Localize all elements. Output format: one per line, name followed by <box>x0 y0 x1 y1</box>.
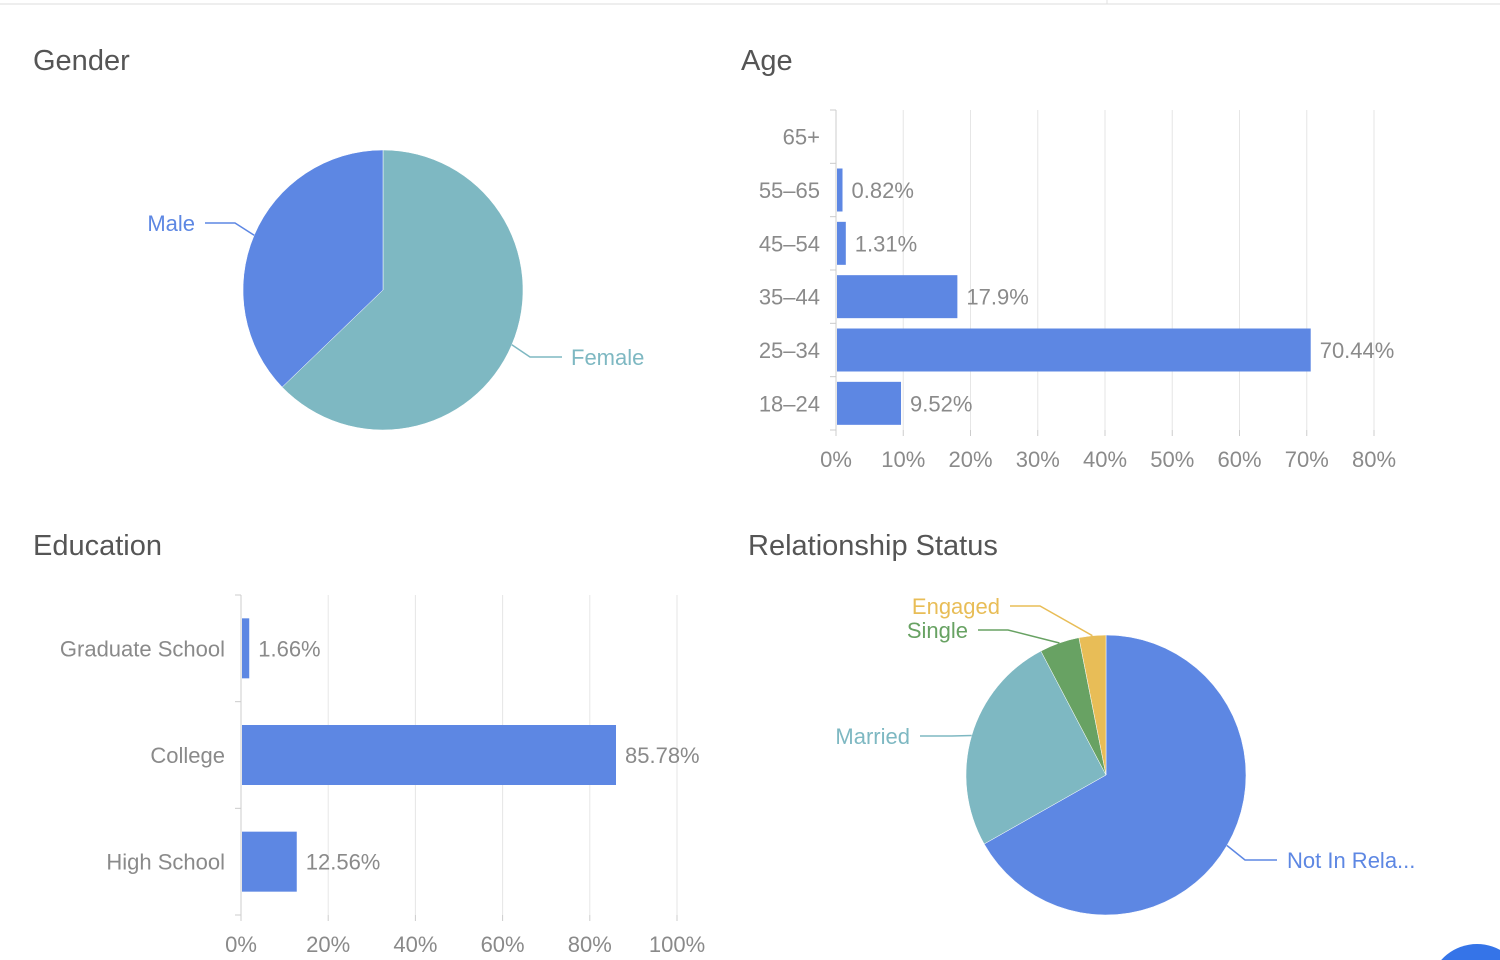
pie-label: Married <box>835 724 910 749</box>
bar-data-label: 1.66% <box>258 636 320 661</box>
y-tick-label: College <box>150 743 225 768</box>
pie-label: Engaged <box>912 594 1000 619</box>
y-tick-label: 25–34 <box>759 338 820 363</box>
y-tick-label: Graduate School <box>60 636 225 661</box>
relationship-title: Relationship Status <box>748 530 998 562</box>
x-tick-label: 0% <box>225 932 257 957</box>
x-tick-label: 70% <box>1285 447 1329 472</box>
x-tick-label: 40% <box>1083 447 1127 472</box>
x-tick-label: 80% <box>1352 447 1396 472</box>
bar <box>242 618 250 679</box>
bar-data-label: 70.44% <box>1320 338 1395 363</box>
gender-pie-chart: Female Male <box>147 149 644 431</box>
floating-action-button[interactable] <box>1441 944 1500 960</box>
x-tick-label: 30% <box>1016 447 1060 472</box>
x-tick-label: 60% <box>481 932 525 957</box>
pie-label-line <box>205 222 255 236</box>
pie-label: Single <box>907 618 968 643</box>
bar-data-label: 0.82% <box>852 178 914 203</box>
bar-data-label: 9.52% <box>910 391 972 416</box>
y-tick-label: High School <box>106 850 225 875</box>
y-tick-label: 35–44 <box>759 285 820 310</box>
pie-slice-not-in-rela- <box>983 634 1247 916</box>
pie-label-line <box>1226 844 1277 861</box>
pie-label: Male <box>147 211 195 236</box>
pie-slice-male <box>242 149 384 388</box>
pie-slice-female <box>281 149 524 431</box>
bar <box>837 275 958 319</box>
x-tick-label: 100% <box>649 932 705 957</box>
bar <box>837 328 1311 372</box>
x-tick-label: 80% <box>568 932 612 957</box>
bar-data-label: 17.9% <box>966 285 1028 310</box>
x-tick-label: 40% <box>393 932 437 957</box>
x-tick-label: 0% <box>820 447 852 472</box>
y-tick-label: 18–24 <box>759 391 820 416</box>
pie-slice-married <box>965 650 1107 845</box>
bar-data-label: 85.78% <box>625 743 700 768</box>
age-title: Age <box>741 45 793 77</box>
bar <box>837 168 843 212</box>
bar <box>837 381 902 425</box>
pie-label: Female <box>571 345 644 370</box>
pie-label: Not In Rela... <box>1287 848 1415 873</box>
bar <box>242 831 297 892</box>
bar <box>242 725 617 785</box>
education-bar-chart: 0% 20% 40% 60% 80% 100% High School 12.56% Colle… <box>60 594 705 957</box>
x-tick-label: 10% <box>881 447 925 472</box>
y-tick-label: 45–54 <box>759 231 820 256</box>
pie-label-line <box>511 344 562 358</box>
x-tick-label: 20% <box>948 447 992 472</box>
bar-data-label: 12.56% <box>306 850 381 875</box>
y-tick-label: 65+ <box>783 125 820 150</box>
x-tick-label: 50% <box>1150 447 1194 472</box>
bar <box>837 221 846 265</box>
x-tick-label: 20% <box>306 932 350 957</box>
y-tick-label: 55–65 <box>759 178 820 203</box>
gender-title: Gender <box>33 45 130 77</box>
age-bar-chart: 0% 10% 20% 30% 40% 50% 60% 70% 80% 18–24 9.52% 25–3… <box>759 109 1396 472</box>
bar-data-label: 1.31% <box>855 231 917 256</box>
x-tick-label: 60% <box>1217 447 1261 472</box>
education-title: Education <box>33 530 162 562</box>
pie-label-line <box>978 629 1060 644</box>
pie-label-line <box>1010 605 1093 637</box>
